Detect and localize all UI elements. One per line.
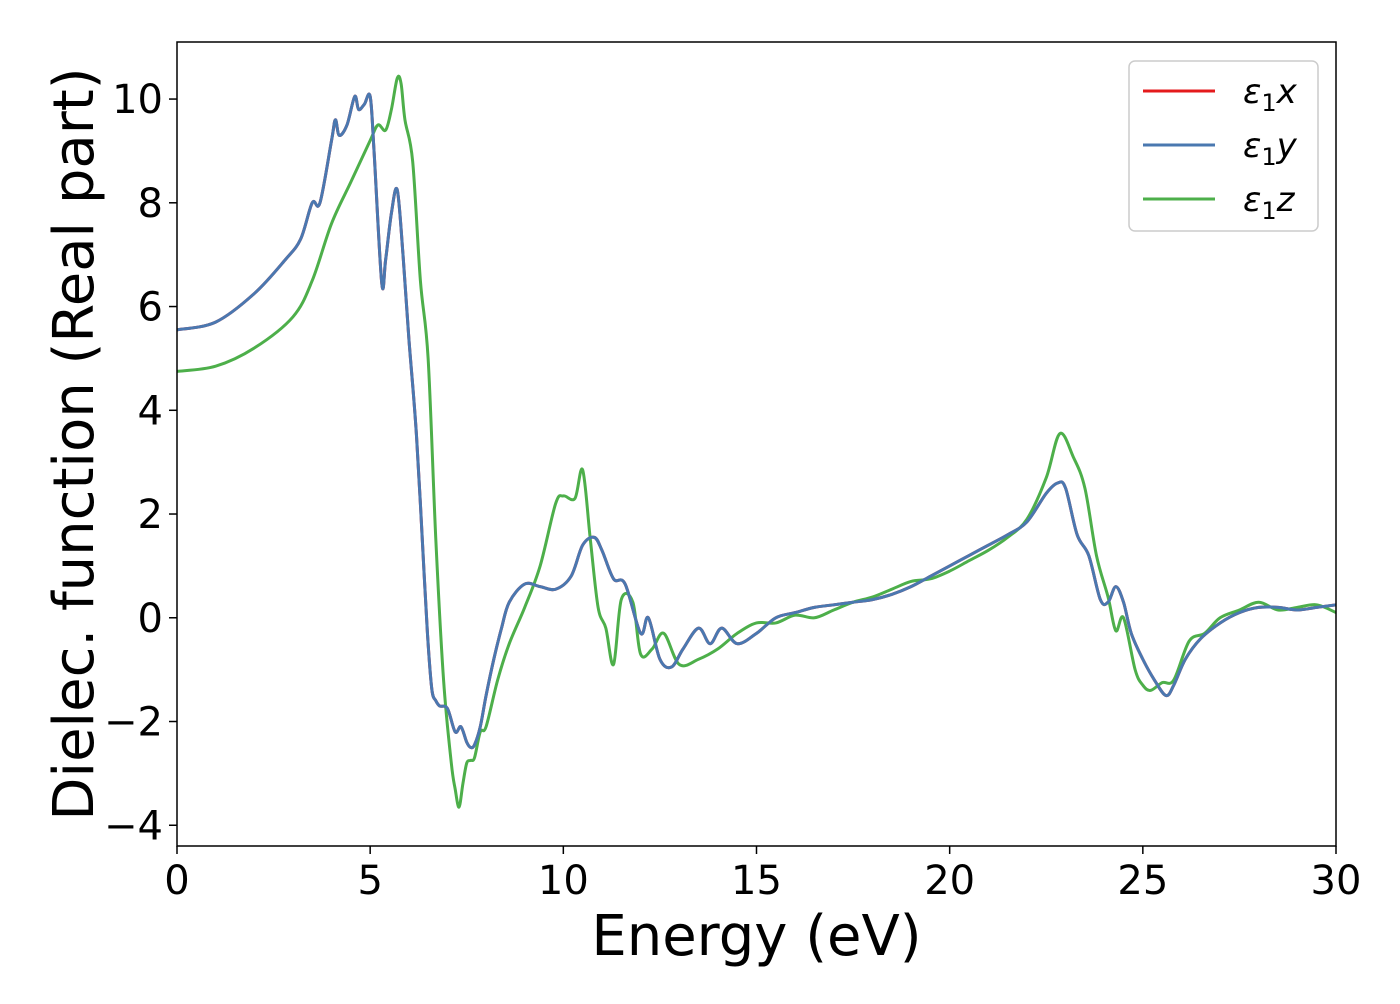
series-line-z — [177, 74, 1336, 809]
x-tick-label: 20 — [924, 858, 975, 904]
series-line-y — [177, 92, 1336, 750]
x-tick-label: 0 — [164, 858, 189, 904]
legend: ε1x ε1y ε1z — [1128, 60, 1319, 232]
y-tick-label: 8 — [138, 181, 163, 227]
plot-lines — [177, 74, 1336, 809]
x-tick-label: 5 — [357, 858, 382, 904]
x-tick-label: 10 — [538, 858, 589, 904]
x-axis-ticks: 0 5 10 15 20 25 30 — [164, 846, 1361, 904]
x-tick-label: 30 — [1311, 858, 1362, 904]
y-axis-ticks: −4 −2 0 2 4 6 8 10 — [104, 77, 177, 849]
x-axis-title: Energy (eV) — [591, 904, 921, 969]
y-axis-title: Dielec. function (Real part) — [42, 67, 107, 820]
y-tick-label: −2 — [104, 700, 163, 746]
legend-label-y: ε1y — [1243, 126, 1298, 171]
y-tick-label: −4 — [104, 803, 163, 849]
x-tick-label: 15 — [731, 858, 782, 904]
y-tick-label: 2 — [138, 492, 163, 538]
y-tick-label: 0 — [138, 596, 163, 642]
legend-label-x: ε1x — [1243, 72, 1298, 117]
y-tick-label: 10 — [112, 77, 163, 123]
x-tick-label: 25 — [1117, 858, 1168, 904]
y-tick-label: 6 — [138, 285, 163, 331]
y-tick-label: 4 — [138, 388, 163, 434]
legend-label-z: ε1z — [1243, 180, 1296, 225]
legend-box — [1128, 60, 1319, 232]
